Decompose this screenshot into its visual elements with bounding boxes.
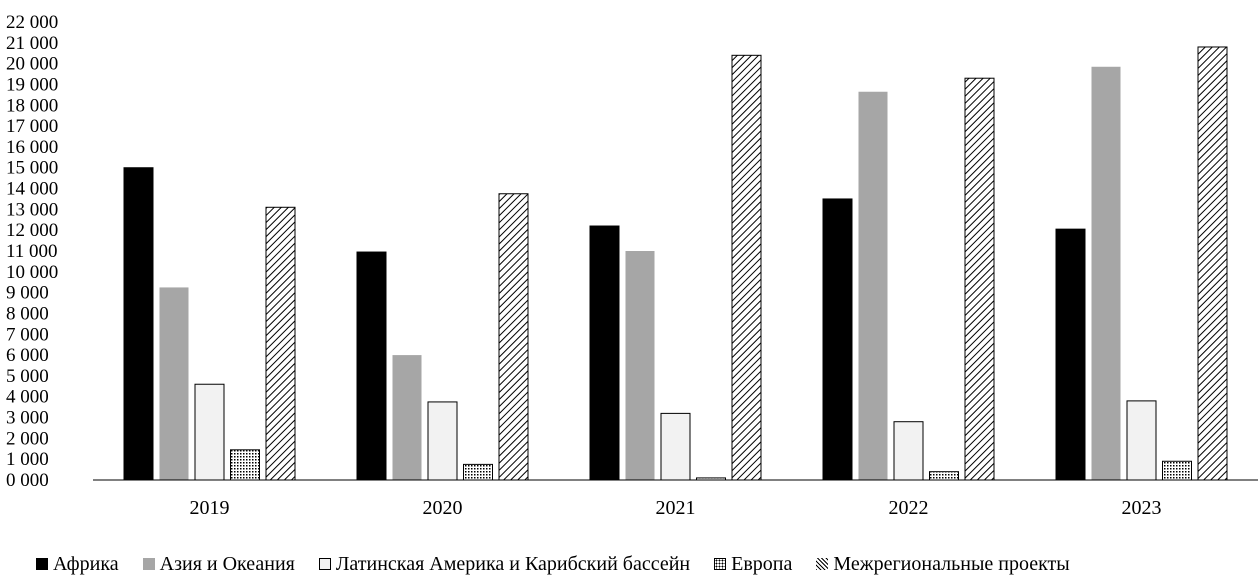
legend-label: Межрегиональные проекты (833, 552, 1070, 575)
y-tick-label: 13 000 (6, 199, 58, 220)
legend-label: Европа (731, 552, 793, 575)
bar-1-2020 (356, 251, 387, 481)
y-tick-label: 5 000 (6, 366, 49, 387)
bar-3-2021 (660, 412, 691, 481)
x-axis: 2019 2020 2021 2022 2023 (190, 497, 1162, 519)
y-tick-label: 7 000 (6, 324, 49, 345)
y-tick-label: 2 000 (6, 428, 49, 449)
bar-4-2020 (463, 463, 493, 481)
x-tick-label: 2021 (656, 497, 696, 519)
y-tick-label: 12 000 (6, 220, 58, 241)
legend-item: Европа (714, 553, 792, 576)
y-tick-label: 14 000 (6, 179, 58, 200)
legend-item: Латинская Америка и Карибский бассейн (318, 552, 691, 576)
y-tick-label: 20 000 (6, 54, 58, 75)
y-tick-label: 17 000 (6, 116, 58, 137)
legend-label: Африка (53, 552, 119, 575)
bar-2-2021 (625, 251, 655, 480)
bar-1-2021 (589, 225, 620, 481)
legend-swatch (816, 558, 829, 570)
x-tick-label: 2019 (190, 497, 230, 519)
y-tick-label: 0 000 (6, 470, 49, 491)
y-tick-label: 15 000 (6, 158, 58, 179)
bar-1-2023 (1055, 228, 1086, 481)
legend: Африка Азия и Океания Латинская Америка и … (36, 552, 1094, 576)
bar-2-2020 (392, 355, 422, 480)
y-tick-label: 1 000 (6, 449, 49, 470)
bar-5-2023 (1197, 46, 1228, 481)
legend-label: Азия и Океания (159, 552, 295, 575)
y-tick-label: 8 000 (6, 303, 49, 324)
y-tick-label: 11 000 (6, 241, 58, 262)
legend-swatch (142, 558, 155, 570)
legend-swatch (318, 558, 331, 570)
bar-3-2020 (427, 401, 458, 481)
bar-2-2023 (1091, 66, 1121, 480)
legend-label: Латинская Америка и Карибский бассейн (335, 552, 691, 575)
bar-5-2022 (964, 77, 995, 481)
legend-item: Африка (36, 553, 119, 576)
y-tick-label: 6 000 (6, 345, 49, 366)
legend-item: Азия и Океания (142, 552, 295, 576)
bar-3-2019 (194, 383, 225, 481)
bar-5-2020 (498, 193, 529, 481)
y-tick-label: 18 000 (6, 95, 58, 116)
bar-2-2022 (858, 91, 888, 480)
bar-3-2023 (1126, 400, 1157, 481)
x-tick-label: 2020 (423, 497, 463, 519)
bars-group (123, 46, 1228, 481)
x-tick-label: 2023 (1122, 497, 1162, 519)
bar-3-2022 (893, 421, 924, 481)
legend-swatch (36, 558, 48, 570)
bar-4-2019 (230, 449, 260, 481)
bar-2-2019 (159, 287, 189, 480)
y-tick-label: 21 000 (6, 33, 58, 54)
y-tick-label: 16 000 (6, 137, 58, 158)
x-tick-label: 2022 (889, 497, 929, 519)
legend-item: Межрегиональные проекты (816, 552, 1070, 576)
y-tick-label: 10 000 (6, 262, 58, 283)
y-tick-label: 9 000 (6, 283, 49, 304)
y-tick-label: 4 000 (6, 387, 49, 408)
y-tick-label: 3 000 (6, 408, 49, 429)
bar-4-2023 (1162, 460, 1192, 481)
bar-1-2022 (822, 198, 853, 481)
bar-4-2022 (929, 471, 959, 481)
bar-1-2019 (123, 167, 154, 481)
bar-5-2021 (731, 54, 762, 481)
bar-5-2019 (265, 206, 296, 481)
y-tick-label: 22 000 (6, 12, 58, 33)
y-tick-label: 19 000 (6, 74, 58, 95)
legend-swatch (714, 558, 727, 570)
